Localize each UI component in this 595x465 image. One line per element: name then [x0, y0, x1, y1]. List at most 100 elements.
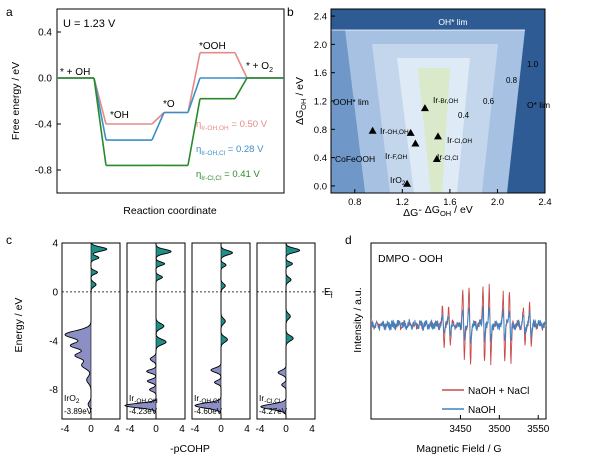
subpanel-label: Ir-OH,Cl	[194, 393, 220, 405]
legend-label-naoh-nacl: NaOH + NaCl	[468, 386, 529, 397]
c-xtick-label: -4	[126, 424, 135, 435]
panel-c-y-ticks: 4 0 -4 -8	[49, 239, 58, 397]
point-label-irohoh: Ir-OH,OH	[380, 126, 409, 136]
b-ytick-label: 0.4	[314, 153, 327, 164]
panel-a-frame	[56, 8, 285, 194]
cohp-bonding-area	[286, 243, 300, 419]
region-left	[331, 30, 365, 193]
energy-connector	[187, 98, 201, 166]
panel-b-letter: b	[287, 5, 294, 19]
cohp-subpanel-1: Ir-OH,OH -4.23eV -4 0 4	[124, 242, 186, 435]
energy-connector	[187, 52, 201, 113]
panel-d-letter: d	[345, 233, 352, 247]
icohp-value: -3.89eV	[64, 407, 93, 416]
subpanel-label: Ir-OH,OH	[129, 393, 158, 405]
b-ytick-label: 0.0	[314, 181, 327, 192]
region-label-oh-lim: OH* lim	[438, 17, 467, 27]
contour-label-10: 1.0	[527, 60, 539, 69]
contour-label-08: 0.8	[506, 76, 518, 85]
legend-eta-irohcl: ηIr-OH,Cl = 0.28 V	[196, 144, 264, 157]
panel-d-y-label: Intensity / a.u.	[352, 287, 364, 352]
volcano-regions	[331, 9, 545, 193]
potential-label: U = 1.23 V	[63, 18, 116, 30]
c-xtick-label: 4	[244, 424, 250, 435]
energy-connector	[93, 77, 107, 166]
point-marker	[434, 132, 442, 140]
energy-connector	[234, 77, 248, 100]
c-xtick-label: -4	[191, 424, 200, 435]
panel-a-x-label: Reaction coordinate	[123, 205, 217, 217]
c-ytick-label: -4	[49, 336, 58, 347]
point-label-irclcl: Ir-Cl,Cl	[437, 152, 459, 162]
panel-d-x-ticks: 3450 3500 3550	[449, 415, 550, 435]
c-ytick-label: 4	[52, 239, 58, 250]
cohp-subpanel-2: Ir-OH,Cl -4.60eV -4 0 4	[191, 242, 251, 435]
c-xtick-label: 0	[218, 424, 224, 435]
c-xtick-label: -4	[61, 424, 70, 435]
volcano-points	[368, 104, 442, 187]
subpanel-label: IrO2	[64, 393, 80, 405]
b-ytick-label: 1.2	[314, 97, 327, 108]
b-ytick-label: 2.0	[314, 40, 327, 51]
panel-d-x-label: Magnetic Field / G	[416, 443, 501, 455]
panel-d: d DMPO - OOH 3450 3500 3550 Intensity / a.…	[345, 233, 550, 455]
d-xtick-label: 3550	[527, 424, 550, 435]
cohp-subpanel-3: Ir-Cl,Cl -4.27eV -4 0 4	[256, 242, 316, 435]
b-xtick-label: 2.4	[538, 197, 551, 208]
panel-c-subpanels: IrO2-3.89eV-4 0 4Ir-OH,OH-4.23eV-4 0 4Ir-OH,…	[61, 242, 332, 435]
energy-connector	[151, 111, 165, 125]
point-label-irfoh: Ir-F,OH	[385, 151, 407, 161]
cohp-antibonding-area	[65, 243, 91, 419]
cohp-curve	[194, 243, 234, 419]
panel-b-y-ticks: 0.0 0.4 0.8 1.2 1.6 2.0 2.4	[314, 12, 335, 192]
d-xtick-label: 3450	[449, 424, 472, 435]
panel-a-letter: a	[6, 5, 13, 19]
icohp-value: -4.27eV	[259, 407, 288, 416]
c-xtick-label: 4	[179, 424, 185, 435]
b-ytick-label: 0.8	[314, 125, 327, 136]
c-xtick-label: 0	[283, 424, 289, 435]
panel-c-x-label: -pCOHP	[170, 443, 210, 455]
point-marker	[420, 104, 429, 112]
d-xtick-label: 3500	[488, 424, 511, 435]
point-marker	[368, 126, 377, 134]
legend-label-naoh: NaOH	[468, 405, 496, 416]
cohp-antibonding-area	[260, 243, 286, 419]
cohp-bonding-area	[221, 243, 233, 419]
region-label-o-lim: O* lim	[527, 100, 550, 110]
panel-b-x-ticks: 0.8 1.2 1.6 2.0 2.4	[348, 189, 552, 208]
subpanel-label: Ir-Cl,Cl	[259, 393, 281, 405]
series-2	[57, 77, 284, 167]
panel-b-y-label: ΔGOH / eV	[294, 77, 308, 125]
b-xtick-label: 1.6	[443, 197, 456, 208]
panel-a-y-label: Free energy / eV	[10, 62, 22, 140]
panel-c-y-label: Energy / eV	[13, 298, 25, 353]
contour-label-04: 0.4	[458, 111, 470, 120]
state-label-o: *O	[163, 99, 175, 110]
point-marker	[403, 179, 412, 187]
icohp-value: -4.60eV	[194, 407, 223, 416]
c-xtick-label: 4	[309, 424, 315, 435]
point-marker	[432, 155, 441, 163]
cohp-antibonding-area	[125, 243, 156, 419]
b-xtick-label: 1.2	[396, 197, 409, 208]
a-ytick-label: 0.0	[38, 74, 52, 85]
c-xtick-label: 0	[153, 424, 159, 435]
a-ytick-label: -0.4	[35, 120, 53, 131]
point-label-iro2: IrO2	[390, 175, 406, 187]
contour-label-06: 0.6	[483, 97, 495, 106]
b-ytick-label: 2.4	[314, 12, 327, 23]
energy-connector	[234, 52, 248, 79]
panel-b: b OH* lim OOH* lim O* lim 1.0 0.8 0.6 0.…	[287, 5, 552, 219]
b-ytick-label: 1.6	[314, 68, 327, 79]
state-label-start: * + OH	[60, 67, 90, 78]
spectrum-naoh	[371, 306, 546, 344]
cohp-antibonding-area	[195, 243, 221, 419]
region-level-4	[418, 68, 450, 193]
panel-d-title: DMPO - OOH	[378, 253, 443, 265]
c-xtick-label: -4	[256, 424, 265, 435]
panel-b-x-label: ΔG- ΔGOH / eV	[403, 204, 473, 219]
fermi-level-label: Ef	[324, 287, 333, 300]
c-ytick-label: 0	[52, 287, 58, 298]
point-label-irbroh: Ir-Br,OH	[433, 95, 458, 105]
